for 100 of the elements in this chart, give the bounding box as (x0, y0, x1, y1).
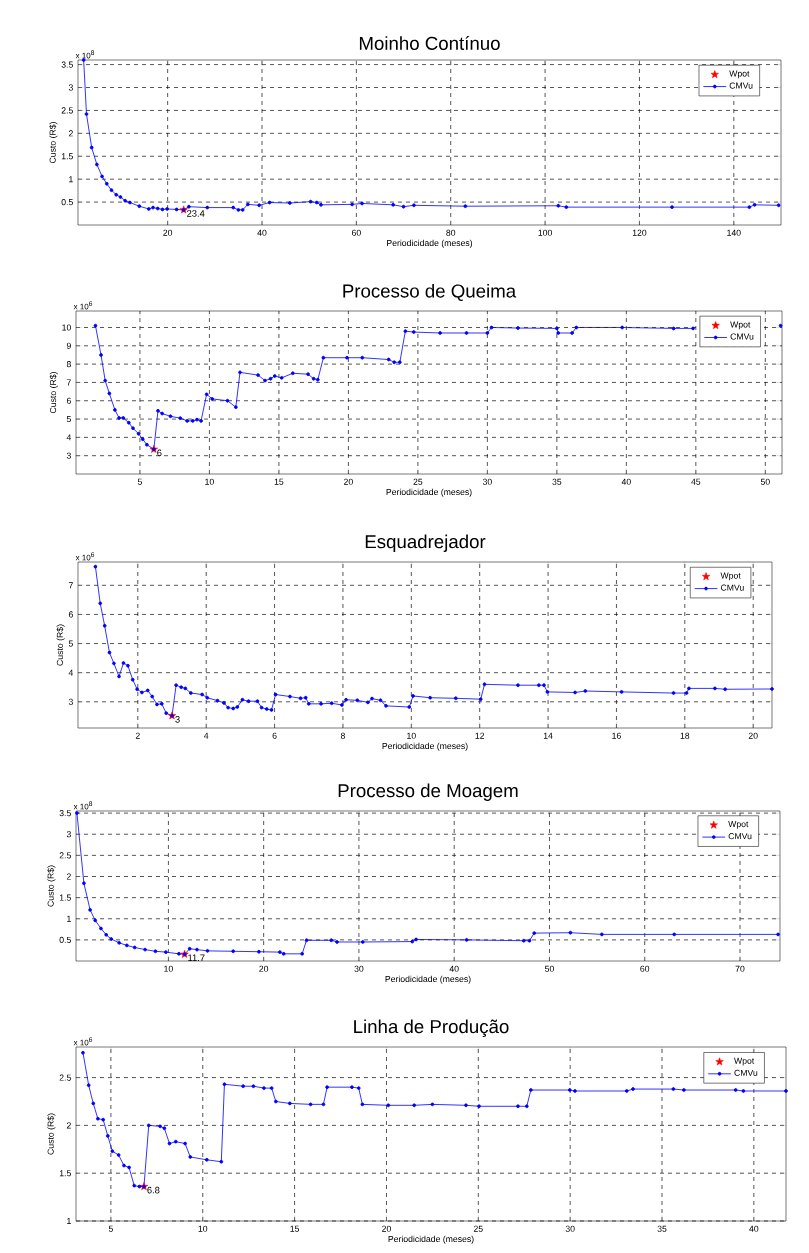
y-tick-label: 3 (68, 84, 73, 91)
y-tick-label: 3.5 (61, 61, 73, 68)
x-tick-label: 35 (552, 478, 562, 485)
text: x 10$^{8}$ (73, 801, 93, 810)
chart-title: Processo de Queima (343, 283, 517, 301)
y-axis-title: Custo (R$) (56, 624, 65, 666)
chart-title: Esquadrejador (365, 534, 486, 552)
x-tick-label: 40 (257, 229, 267, 236)
x-tick-label: 120 (632, 229, 647, 236)
y-axis-title: Custo (R$) (49, 372, 58, 414)
y-tick-label: 1.5 (59, 894, 71, 901)
x-tick-label: 14 (543, 732, 553, 739)
x-tick-label: 10 (407, 732, 416, 739)
x-tick-label: 6 (272, 732, 277, 739)
x-tick-label: 20 (748, 732, 758, 739)
x-axis-title: Periodicidade (meses) (385, 975, 471, 984)
y-tick-label: 8 (66, 361, 71, 368)
x-tick-label: 30 (482, 478, 492, 485)
x-tick-label: 12 (475, 732, 485, 739)
annotation: 23.4 (187, 210, 205, 217)
legend-label: Wpot (734, 1057, 755, 1066)
x-tick-label: 10 (205, 478, 214, 485)
x-tick-label: 40 (749, 1225, 759, 1232)
y-tick-label: 2 (66, 1122, 71, 1129)
x-tick-label: 100 (538, 229, 552, 236)
y-tick-label: 4 (66, 434, 72, 441)
legend-label: Wpot (729, 70, 750, 79)
y-tick-label: 10 (62, 324, 71, 331)
legend-label: Wpot (730, 321, 751, 330)
x-tick-label: 40 (449, 965, 459, 972)
text: x 10$^{8}$ (75, 50, 95, 59)
y-tick-label: 1.5 (61, 153, 73, 160)
x-tick-label: 60 (640, 965, 650, 972)
legend-label: CMVu (730, 333, 754, 340)
y-tick-label: 7 (68, 582, 73, 589)
legend-label: CMVu (729, 82, 753, 89)
y-tick-label: 2.5 (61, 107, 73, 114)
x-tick-label: 20 (382, 1225, 391, 1232)
y-tick-label: 5 (68, 640, 73, 647)
x-axis-title: Periodicidade (meses) (382, 742, 468, 751)
annotation: 3 (175, 716, 180, 723)
annotation: 6 (157, 449, 162, 457)
text: x 10$^{6}$ (75, 552, 95, 561)
x-tick-label: 25 (413, 478, 423, 485)
x-tick-label: 25 (473, 1225, 483, 1232)
y-tick-label: 6 (68, 611, 73, 618)
y-tick-label: 6 (66, 397, 71, 404)
legend-label: CMVu (734, 1069, 758, 1076)
legend-label: Wpot (728, 821, 749, 829)
x-axis-title: Periodicidade (meses) (387, 239, 473, 248)
x-tick-label: 35 (657, 1225, 667, 1232)
y-tick-label: 3 (66, 831, 71, 838)
x-tick-label: 5 (108, 1225, 113, 1232)
x-tick-label: 10 (198, 1225, 208, 1232)
y-tick-label: 0.5 (59, 936, 71, 943)
x-tick-label: 4 (204, 732, 209, 739)
y-tick-label: 3.5 (59, 810, 71, 817)
y-tick-label: 1 (67, 915, 71, 922)
y-tick-label: 9 (66, 342, 71, 349)
x-tick-label: 50 (545, 965, 554, 972)
x-tick-label: 18 (680, 732, 690, 739)
x-tick-label: 16 (612, 732, 621, 739)
x-axis-title: Periodicidade (meses) (386, 488, 472, 497)
legend-label: CMVu (728, 833, 752, 840)
x-tick-label: 50 (760, 478, 770, 485)
x-tick-label: 80 (446, 229, 456, 236)
y-tick-label: 2.5 (59, 1074, 71, 1081)
x-tick-label: 45 (691, 478, 701, 485)
x-tick-label: 20 (163, 229, 173, 236)
y-tick-label: 2 (68, 130, 73, 137)
y-axis-title: Custo (R$) (47, 1113, 56, 1155)
y-tick-label: 2.5 (59, 852, 71, 859)
chart-title: Processo de Moagem (338, 783, 518, 801)
x-tick-label: 60 (351, 229, 361, 236)
y-tick-label: 4 (68, 669, 74, 676)
y-tick-label: 5 (66, 416, 71, 423)
chart-title: Linha de Produção (354, 1019, 509, 1037)
x-tick-label: 30 (565, 1225, 575, 1232)
x-tick-label: 2 (135, 732, 140, 739)
x-tick-label: 5 (137, 478, 142, 485)
x-axis-title: Periodicidade (meses) (388, 1235, 474, 1244)
x-tick-label: 20 (344, 478, 353, 485)
legend-label: CMVu (720, 584, 744, 591)
x-tick-label: 15 (274, 478, 284, 485)
x-tick-label: 15 (290, 1225, 300, 1232)
y-tick-label: 0.5 (61, 199, 73, 206)
y-tick-label: 1 (69, 176, 73, 183)
y-tick-label: 2 (66, 873, 71, 880)
y-axis-title: Custo (R$) (47, 865, 56, 907)
y-tick-label: 1.5 (59, 1170, 71, 1177)
y-tick-label: 7 (66, 379, 71, 386)
y-tick-label: 3 (68, 698, 73, 705)
chart-title: Moinho Contínuo (359, 36, 500, 50)
x-tick-label: 30 (354, 965, 364, 972)
y-tick-label: 1 (67, 1218, 71, 1224)
y-tick-label: 3 (66, 452, 71, 459)
text: x 10$^{6}$ (73, 1037, 93, 1046)
x-tick-label: 20 (259, 965, 269, 972)
annotation: 11.7 (188, 954, 205, 961)
x-tick-label: 8 (340, 732, 345, 739)
